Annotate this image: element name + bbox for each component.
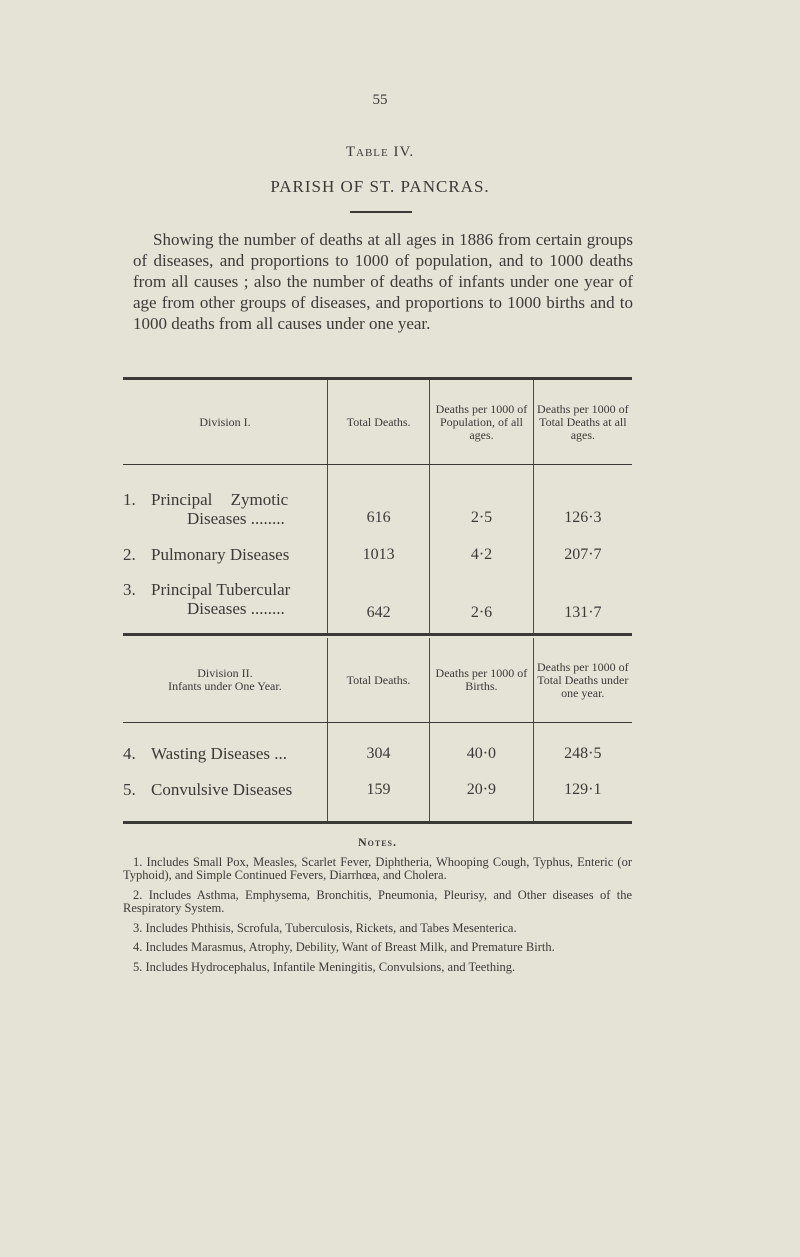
note-item: 2. Includes Asthma, Emphysema, Bronchiti… [123,887,632,915]
note-item: 5. Includes Hydrocephalus, Infantile Men… [133,959,516,974]
division-2-sublabel: Infants under One Year. [168,679,282,693]
row-label: Wasting Diseases ... [151,744,288,764]
division-2-label: Division II. [197,666,253,680]
cell-per-deaths: 131·7 [532,574,632,636]
notes-section: Notes. 1. Includes Small Pox, Measles, S… [123,835,632,980]
cell-per-deaths: 207·7 [532,534,632,575]
row-number: 3. [123,579,136,599]
page-number: 55 [372,92,388,108]
row-label: Principal Zymotic [151,489,289,509]
col-header-total: Total Deaths. [327,377,430,465]
row-label-cont: Diseases ........ [187,598,285,618]
cell-per-pop: 4·2 [429,534,534,575]
note-item: 3. Includes Phthisis, Scrofula, Tubercul… [133,920,517,935]
col-header-per-births: Deaths per 1000 of Births. [429,638,534,723]
cell-per-births: 20·9 [429,772,534,824]
intro-paragraph: Showing the number of deaths at all ages… [133,230,633,333]
cell-total: 642 [327,574,430,636]
notes-heading: Notes. [357,835,397,849]
division-2-table: Division II. Infants under One Year. Tota… [123,638,632,824]
row-label: Convulsive Diseases [151,780,293,800]
col-header-per-deaths: Deaths per 1000 of Total Deaths under on… [532,638,632,723]
col-header-total: Total Deaths. [326,638,430,723]
cell-total: 1013 [327,534,430,575]
row-label: Pulmonary Diseases [151,545,290,564]
cell-total: 159 [326,772,430,824]
cell-per-deaths: 129·1 [532,772,632,824]
cell-total: 616 [327,464,430,535]
note-item: 1. Includes Small Pox, Measles, Scarlet … [123,854,632,882]
cell-total: 304 [326,722,430,773]
cell-per-deaths: 248·5 [532,722,632,773]
col-header-per-deaths: Deaths per 1000 of Total Deaths at all a… [532,377,632,465]
table-row: 4. Wasting Diseases ... 304 40·0 248·5 [123,722,632,773]
row-number: 5. [123,780,136,800]
row-number: 4. [123,744,136,764]
cell-per-births: 40·0 [429,722,534,773]
note-item: 4. Includes Marasmus, Atrophy, Debility,… [133,940,555,954]
row-label-cont: Diseases ........ [187,508,285,528]
page-title: PARISH OF ST. PANCRAS. [270,177,490,196]
table-row: 1. Principal Zymotic Diseases ........ 616… [123,464,632,535]
col-header-division: Division I. [123,377,328,465]
table-label: Table IV. [345,144,415,160]
divider [350,211,412,213]
cell-per-pop: 2·6 [429,574,534,636]
table-row: 5. Convulsive Diseases 159 20·9 129·1 [123,772,632,824]
row-label: Principal Tubercular [151,579,291,599]
row-number: 2. [123,545,136,564]
col-header-division: Division II. Infants under One Year. [123,638,328,723]
row-number: 1. [123,489,136,509]
cell-per-deaths: 126·3 [532,464,632,535]
division-1-table: Division I. Total Deaths. Deaths per 100… [123,377,632,636]
table-row: 2. Pulmonary Diseases 1013 4·2 207·7 [123,534,632,575]
cell-per-pop: 2·5 [429,464,534,535]
col-header-per-pop: Deaths per 1000 of Population, of all ag… [429,377,534,465]
table-row: 3. Principal Tubercular Diseases ........ … [123,574,632,636]
